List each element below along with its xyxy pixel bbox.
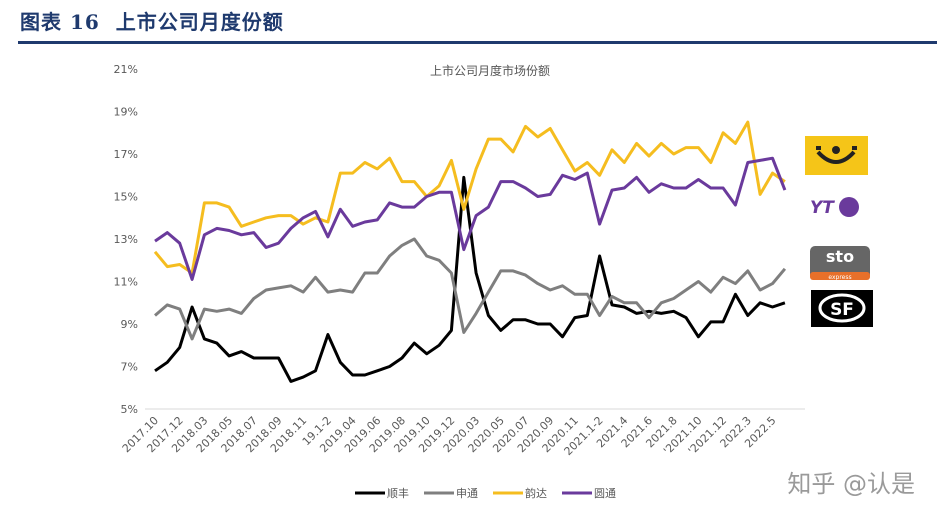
y-tick-label: 9% bbox=[121, 318, 138, 331]
figure-label: 图表 16 bbox=[20, 10, 100, 34]
legend-label: 申通 bbox=[456, 487, 478, 500]
y-tick-label: 17% bbox=[114, 148, 138, 161]
legend-label: 圆通 bbox=[594, 487, 616, 500]
legend-label: 韵达 bbox=[525, 486, 547, 500]
y-tick-label: 19% bbox=[114, 106, 138, 119]
legend-label: 顺丰 bbox=[387, 487, 409, 500]
yto-logo: YT bbox=[810, 197, 859, 218]
y-tick-label: 15% bbox=[114, 191, 138, 204]
chart-title: 上市公司月度市场份额 bbox=[430, 63, 550, 78]
svg-text:SF: SF bbox=[830, 300, 854, 320]
svg-text:YT: YT bbox=[810, 198, 835, 218]
y-tick-label: 11% bbox=[114, 276, 138, 289]
series-line-圆通 bbox=[154, 156, 787, 281]
y-tick-label: 13% bbox=[114, 233, 138, 246]
sto-logo: sto express bbox=[810, 246, 870, 281]
yunda-logo bbox=[805, 136, 868, 175]
header-divider bbox=[18, 41, 937, 44]
y-tick-label: 7% bbox=[121, 361, 138, 374]
svg-text:express: express bbox=[828, 274, 851, 281]
y-tick-label: 21% bbox=[114, 63, 138, 76]
sf-logo: SF bbox=[811, 290, 873, 327]
y-tick-label: 5% bbox=[121, 403, 138, 416]
figure-title: 上市公司月度份额 bbox=[115, 10, 284, 34]
series-line-申通 bbox=[154, 237, 787, 341]
svg-text:sto: sto bbox=[826, 247, 854, 266]
series-line-顺丰 bbox=[154, 175, 786, 383]
figure-header: 图表 16 上市公司月度份额 bbox=[20, 6, 284, 35]
watermark: 知乎 @认是 bbox=[787, 470, 915, 498]
series-line-韵达 bbox=[153, 120, 786, 275]
